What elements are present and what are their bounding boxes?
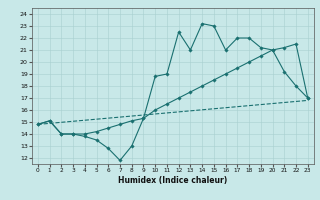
X-axis label: Humidex (Indice chaleur): Humidex (Indice chaleur) <box>118 176 228 185</box>
